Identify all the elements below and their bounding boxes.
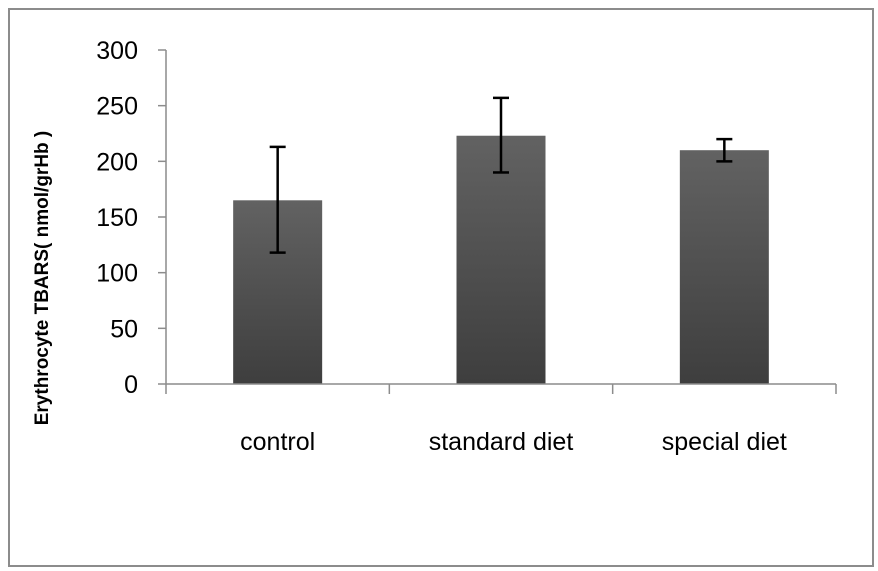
y-tick-label: 300 bbox=[96, 37, 138, 65]
category-label: standard diet bbox=[429, 428, 574, 456]
category-label: control bbox=[240, 428, 315, 456]
y-tick-label: 250 bbox=[96, 93, 138, 121]
labels-layer: control standard diet special diet 0 50 100 15… bbox=[96, 37, 787, 456]
axes-layer bbox=[158, 49, 837, 394]
y-tick-label: 0 bbox=[124, 371, 138, 399]
y-tick-label: 100 bbox=[96, 260, 138, 288]
error-bar bbox=[493, 96, 509, 174]
error-bar bbox=[269, 145, 286, 254]
y-tick-label: 50 bbox=[110, 315, 138, 343]
error-bar bbox=[716, 137, 733, 163]
y-axis-title: Erythrocyte TBARS( nmol/grHb ) bbox=[32, 131, 53, 426]
error-bars-layer bbox=[269, 96, 733, 254]
category-label: special diet bbox=[662, 428, 787, 456]
bar bbox=[679, 150, 769, 384]
y-tick-label: 200 bbox=[96, 148, 138, 176]
bar bbox=[456, 135, 546, 384]
y-tick-label: 150 bbox=[96, 204, 138, 232]
